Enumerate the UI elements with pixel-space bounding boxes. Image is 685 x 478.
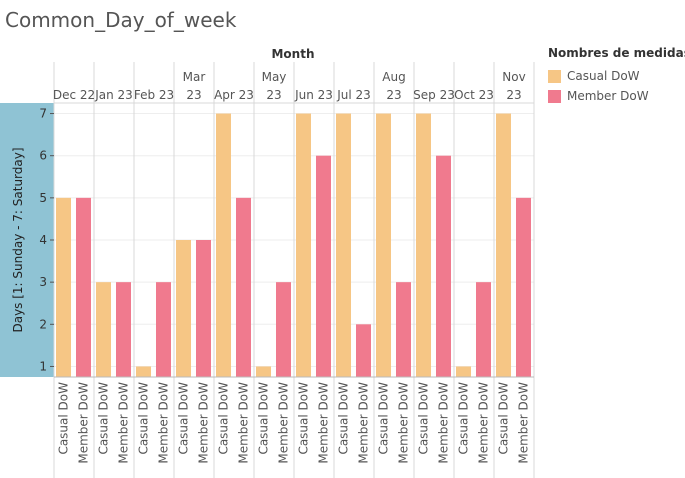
month-header-label: Dec 22 [53,88,95,102]
y-tick-label: 4 [39,233,47,247]
bar-member-dow[interactable] [356,324,371,377]
x-tick-label: Casual DoW [417,382,431,455]
x-tick-label: Casual DoW [497,382,511,455]
bar-casual-dow[interactable] [56,197,71,377]
x-tick-label: Casual DoW [217,382,231,455]
month-header-label: Aug 23 [382,70,405,102]
x-tick-label: Member DoW [77,382,91,464]
bar-member-dow[interactable] [236,197,251,377]
x-tick-label: Casual DoW [97,382,111,455]
x-labels: Casual DoW Member DoW Casual DoW Member DoW… [57,382,531,464]
bar-member-dow[interactable] [316,155,331,377]
bar-member-dow[interactable] [396,282,411,377]
month-header-label: Jan 23 [94,88,133,102]
bar-member-dow[interactable] [476,282,491,377]
bars [56,113,531,378]
month-header-label: Oct 23 [454,88,494,102]
bar-casual-dow[interactable] [216,113,231,378]
legend-swatch-member [548,89,561,103]
bar-casual-dow[interactable] [176,240,191,377]
bar-casual-dow[interactable] [336,113,351,378]
month-headers: Dec 22 Jan 23 Feb 23 Mar 23 Apr 23 May 23 Jun 23… [53,70,526,102]
bar-member-dow[interactable] [516,197,531,377]
month-header-label: Apr 23 [214,88,254,102]
y-axis-band [0,103,54,377]
x-tick-label: Casual DoW [457,382,471,455]
y-tick-label: 3 [39,275,47,289]
bar-casual-dow[interactable] [296,113,311,378]
x-tick-label: Member DoW [397,382,411,464]
y-tick-label: 6 [39,149,47,163]
month-header-label: Feb 23 [134,88,174,102]
bar-casual-dow[interactable] [256,366,271,377]
y-tick-label: 2 [39,317,47,331]
bar-casual-dow[interactable] [496,113,511,378]
x-tick-label: Member DoW [517,382,531,464]
chart-title: Common_Day_of_week [5,8,237,32]
y-tick-label: 5 [39,191,47,205]
bar-casual-dow[interactable] [376,113,391,378]
x-tick-label: Casual DoW [137,382,151,455]
legend-swatch-casual [548,69,561,83]
bar-member-dow[interactable] [76,197,91,377]
x-tick-label: Member DoW [157,382,171,464]
x-tick-label: Member DoW [117,382,131,464]
legend-item-casual[interactable]: Casual DoW [548,66,685,86]
y-ticks: 1 2 3 4 5 6 7 [39,107,54,373]
month-header-label: Nov 23 [502,70,525,102]
column-dividers [53,62,535,478]
legend-item-member[interactable]: Member DoW [548,86,685,106]
month-header-label: Sep 23 [413,88,455,102]
month-header-label: Mar 23 [183,70,206,102]
bar-member-dow[interactable] [156,282,171,377]
x-tick-label: Casual DoW [57,382,71,455]
x-tick-label: Member DoW [277,382,291,464]
y-tick-label: 7 [39,107,47,121]
x-tick-label: Casual DoW [377,382,391,455]
x-tick-label: Member DoW [437,382,451,464]
x-tick-label: Casual DoW [177,382,191,455]
legend-label-member: Member DoW [567,89,649,103]
legend: Nombres de medidas Casual DoW Member DoW [548,46,685,106]
x-tick-label: Casual DoW [337,382,351,455]
bar-casual-dow[interactable] [96,282,111,377]
bar-casual-dow[interactable] [136,366,151,377]
month-header-label: May 23 [262,70,287,102]
x-tick-label: Member DoW [237,382,251,464]
y-tick-label: 1 [39,359,47,373]
month-header-label: Jun 23 [294,88,333,102]
x-tick-label: Member DoW [317,382,331,464]
month-header-label: Jul 23 [336,88,371,102]
column-header: Month [271,47,314,61]
legend-label-casual: Casual DoW [567,69,640,83]
bar-member-dow[interactable] [116,282,131,377]
x-tick-label: Member DoW [477,382,491,464]
x-tick-label: Casual DoW [257,382,271,455]
x-tick-label: Member DoW [357,382,371,464]
bar-member-dow[interactable] [196,240,211,377]
legend-title: Nombres de medidas [548,46,685,60]
y-axis-label: Days [1: Sunday - 7: Saturday] [11,147,25,332]
bar-member-dow[interactable] [276,282,291,377]
x-tick-label: Member DoW [197,382,211,464]
bar-member-dow[interactable] [436,155,451,377]
bar-casual-dow[interactable] [456,366,471,377]
bar-casual-dow[interactable] [416,113,431,378]
x-tick-label: Casual DoW [297,382,311,455]
